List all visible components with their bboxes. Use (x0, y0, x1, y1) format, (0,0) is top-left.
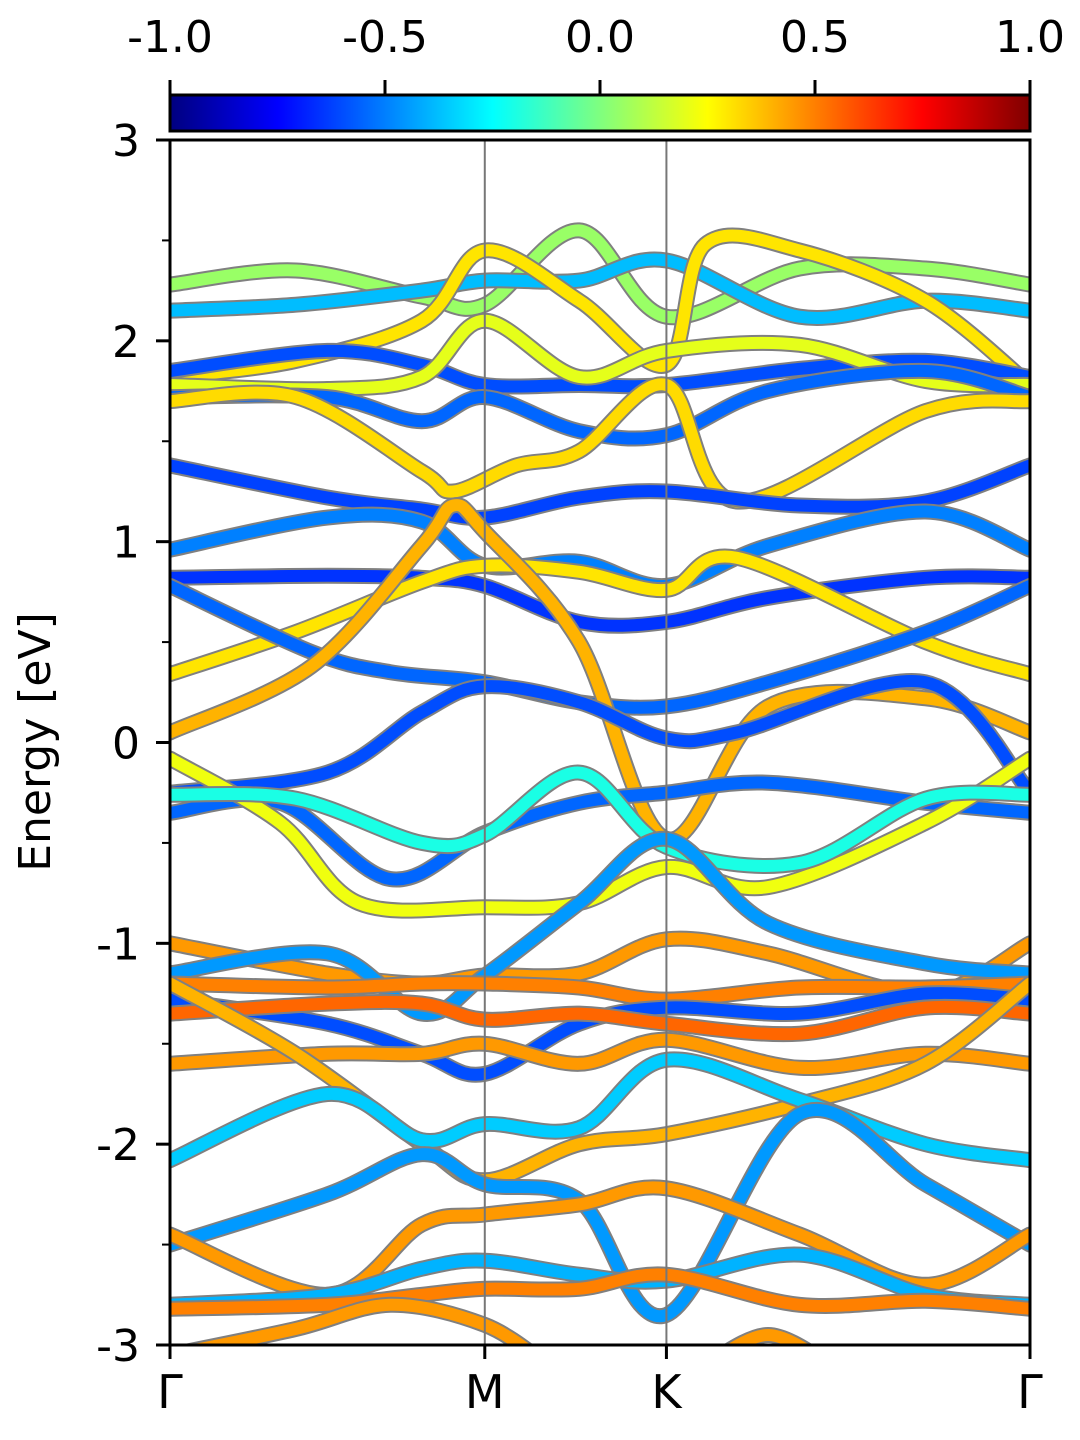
band-line (170, 253, 1030, 324)
band-line (170, 505, 1030, 592)
y-tick-label: 0 (112, 719, 140, 770)
band-line (170, 1103, 1030, 1323)
band-line (170, 987, 1030, 1081)
band-line (170, 976, 1030, 1006)
band-line (170, 675, 1030, 799)
plot-area: -3 -2 -1 0 1 2 3 Γ M K Γ Energy [eV] (10, 116, 1043, 1419)
band-line (170, 1053, 1030, 1167)
colorbar-tick-label: 1.0 (995, 12, 1065, 63)
x-tick-label: K (651, 1365, 683, 1419)
y-tick-label: -1 (96, 919, 140, 970)
colorbar-tick-label: -1.0 (127, 12, 213, 63)
band-line (170, 1033, 1030, 1075)
y-axis-label: Energy [eV] (10, 612, 61, 872)
band-line (170, 364, 1030, 445)
band-line (170, 378, 1030, 508)
band-lines (170, 222, 1030, 1345)
x-tick-label: Γ (1017, 1365, 1043, 1419)
band-line (170, 569, 1030, 632)
y-tick-label: 1 (112, 518, 140, 569)
colorbar-gradient (168, 93, 1032, 133)
band-line (170, 776, 1030, 886)
band-line (170, 766, 1030, 872)
y-tick-label: 3 (112, 116, 140, 167)
band-line (170, 224, 1030, 324)
band-line (170, 995, 1030, 1041)
band-line (726, 1329, 810, 1345)
band-line (170, 1268, 1030, 1315)
band-line (170, 550, 1030, 681)
band-line (170, 1248, 1030, 1311)
y-tick-label: -2 (96, 1120, 140, 1171)
band-line (189, 1298, 531, 1345)
y-tick-label: -3 (96, 1321, 140, 1372)
colorbar-ticks: -1.0 -0.5 0.0 0.5 1.0 (127, 12, 1065, 95)
x-tick-label: M (465, 1365, 505, 1419)
y-axis: -3 -2 -1 0 1 2 3 (96, 116, 170, 1372)
colorbar-tick-label: -0.5 (342, 12, 428, 63)
band-line (170, 832, 1030, 1020)
colorbar-tick-label: 0.5 (780, 12, 850, 63)
colorbar-tick-label: 0.0 (565, 12, 635, 63)
y-tick-label: 2 (112, 317, 140, 368)
x-tick-label: Γ (157, 1365, 183, 1419)
high-symmetry-lines (483, 140, 668, 1345)
colorbar: -1.0 -0.5 0.0 0.5 1.0 (127, 12, 1065, 133)
band-line (170, 459, 1030, 524)
band-line (170, 977, 1030, 1187)
